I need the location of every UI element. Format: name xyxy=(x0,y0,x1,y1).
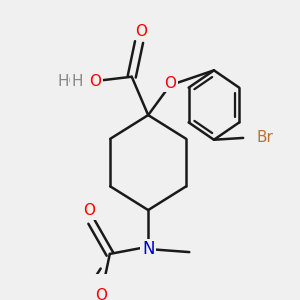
Text: O: O xyxy=(164,76,176,91)
Text: O: O xyxy=(135,24,147,39)
Text: H: H xyxy=(71,74,83,89)
Text: O: O xyxy=(89,74,101,89)
Text: HO: HO xyxy=(57,74,81,89)
Text: N: N xyxy=(142,240,155,258)
Text: O: O xyxy=(95,288,107,300)
Text: Br: Br xyxy=(257,130,274,146)
Text: O: O xyxy=(83,203,95,218)
